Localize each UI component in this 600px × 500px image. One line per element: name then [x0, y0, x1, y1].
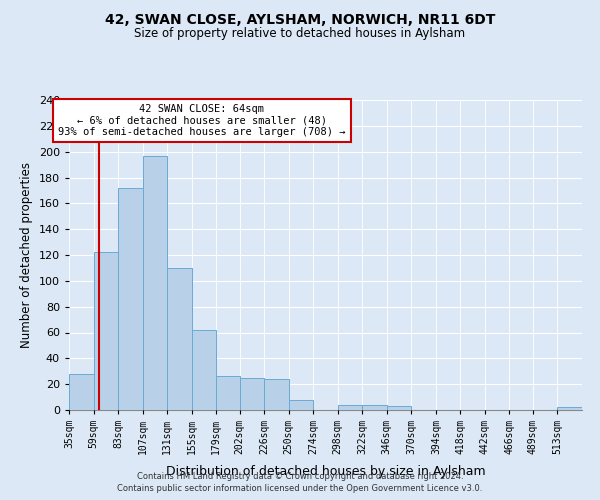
X-axis label: Distribution of detached houses by size in Aylsham: Distribution of detached houses by size … — [166, 466, 485, 478]
Text: Contains public sector information licensed under the Open Government Licence v3: Contains public sector information licen… — [118, 484, 482, 493]
Bar — [191, 330, 216, 410]
Bar — [557, 408, 582, 410]
Bar — [362, 405, 387, 410]
Y-axis label: Number of detached properties: Number of detached properties — [20, 162, 33, 348]
Bar — [387, 406, 412, 410]
Text: 42 SWAN CLOSE: 64sqm
← 6% of detached houses are smaller (48)
93% of semi-detach: 42 SWAN CLOSE: 64sqm ← 6% of detached ho… — [58, 104, 346, 137]
Bar — [289, 400, 313, 410]
Text: Size of property relative to detached houses in Aylsham: Size of property relative to detached ho… — [134, 28, 466, 40]
Bar — [94, 252, 118, 410]
Bar — [216, 376, 239, 410]
Bar — [239, 378, 264, 410]
Bar — [69, 374, 94, 410]
Bar — [143, 156, 167, 410]
Text: Contains HM Land Registry data © Crown copyright and database right 2024.: Contains HM Land Registry data © Crown c… — [137, 472, 463, 481]
Bar — [338, 405, 362, 410]
Bar — [264, 379, 289, 410]
Text: 42, SWAN CLOSE, AYLSHAM, NORWICH, NR11 6DT: 42, SWAN CLOSE, AYLSHAM, NORWICH, NR11 6… — [105, 12, 495, 26]
Bar — [167, 268, 191, 410]
Bar — [118, 188, 143, 410]
